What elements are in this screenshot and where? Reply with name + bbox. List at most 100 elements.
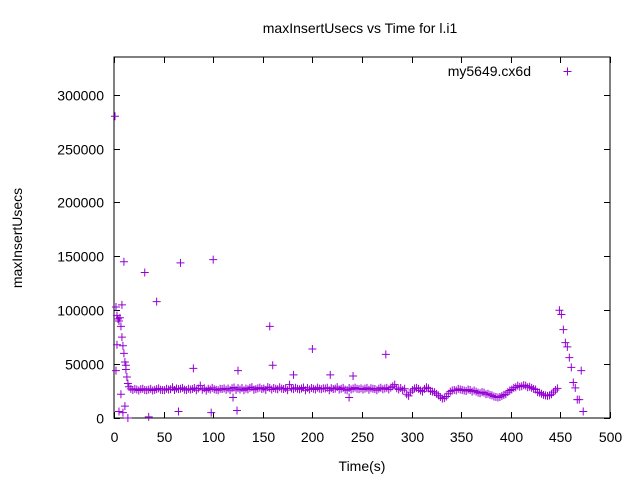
- data-point: [119, 257, 128, 266]
- data-point: [400, 384, 409, 393]
- data-point: [380, 384, 389, 393]
- data-point: [337, 384, 346, 393]
- data-point: [351, 383, 360, 392]
- data-point: [268, 361, 277, 370]
- data-point: [509, 383, 518, 392]
- data-point: [118, 341, 127, 350]
- data-point: [454, 384, 463, 393]
- data-point: [114, 317, 123, 326]
- data-point: [561, 338, 570, 347]
- data-point: [497, 391, 506, 400]
- data-point: [364, 385, 373, 394]
- data-point: [234, 366, 242, 375]
- x-tick-label: 200: [301, 429, 325, 445]
- data-point: [430, 388, 439, 397]
- data-point: [529, 384, 538, 393]
- data-point: [452, 386, 461, 395]
- data-point: [545, 391, 554, 400]
- data-point: [123, 379, 132, 388]
- data-point: [116, 322, 125, 331]
- data-point: [162, 384, 171, 393]
- data-point: [438, 394, 447, 403]
- data-point: [113, 314, 122, 323]
- data-point: [119, 349, 128, 358]
- data-point: [245, 383, 254, 392]
- data-point: [553, 384, 562, 393]
- data-point: [404, 391, 413, 400]
- data-point: [537, 389, 546, 398]
- data-point: [478, 388, 487, 397]
- x-tick-label: 350: [450, 429, 474, 445]
- data-point: [485, 390, 494, 399]
- data-point: [218, 385, 227, 394]
- data-point: [440, 394, 449, 403]
- data-point: [366, 384, 375, 393]
- y-tick-label: 250000: [57, 142, 104, 158]
- y-tick-label: 200000: [57, 195, 104, 211]
- data-point: [464, 385, 473, 394]
- data-point: [208, 383, 217, 392]
- y-axis-label: maxInsertUsecs: [9, 188, 25, 288]
- data-point: [458, 385, 467, 394]
- data-point: [483, 389, 492, 398]
- data-point: [551, 385, 560, 394]
- x-tick-label: 100: [202, 429, 226, 445]
- data-point: [402, 390, 411, 399]
- x-tick-label: 450: [549, 429, 573, 445]
- data-point: [122, 373, 131, 382]
- data-point: [482, 390, 490, 399]
- data-point: [313, 383, 322, 392]
- data-point: [233, 406, 242, 415]
- data-point: [535, 388, 544, 397]
- data-point: [174, 407, 183, 416]
- data-point: [462, 387, 471, 396]
- data-point: [519, 381, 528, 390]
- data-point: [489, 392, 498, 401]
- data-point: [495, 392, 504, 401]
- data-point: [112, 340, 121, 349]
- data-point: [577, 366, 586, 375]
- data-point: [207, 408, 216, 417]
- data-point: [285, 380, 294, 389]
- data-point: [120, 357, 129, 366]
- chart-title: maxInsertUsecs vs Time for l.i1: [263, 20, 458, 36]
- data-point: [394, 385, 403, 394]
- data-point: [214, 386, 223, 395]
- data-point: [170, 385, 179, 394]
- data-point: [517, 382, 526, 391]
- y-tick-label: 0: [96, 411, 104, 427]
- data-point: [472, 387, 481, 396]
- data-point: [275, 383, 284, 392]
- data-point: [515, 382, 524, 391]
- data-point: [326, 370, 335, 379]
- data-point: [349, 371, 358, 380]
- data-point: [428, 387, 437, 396]
- x-tick-label: 300: [401, 429, 425, 445]
- data-point: [317, 385, 326, 394]
- data-point: [347, 385, 356, 394]
- data-point: [241, 384, 250, 393]
- data-point: [525, 382, 534, 391]
- data-point: [295, 385, 304, 394]
- data-point: [513, 381, 522, 390]
- data-point: [575, 395, 584, 404]
- data-point: [134, 386, 143, 395]
- data-point: [198, 385, 207, 394]
- x-tick-label: 500: [599, 429, 623, 445]
- legend-marker: [563, 67, 572, 76]
- data-point: [229, 393, 238, 402]
- data-point: [523, 383, 532, 392]
- data-point: [297, 384, 306, 393]
- data-point: [140, 268, 149, 277]
- y-tick-label: 100000: [57, 303, 104, 319]
- data-point: [567, 363, 576, 372]
- data-point: [176, 384, 185, 393]
- plot-border: [113, 56, 611, 419]
- data-point: [189, 364, 198, 373]
- data-point: [446, 387, 455, 396]
- data-point: [123, 414, 132, 422]
- data-point: [555, 306, 564, 315]
- data-point: [117, 333, 126, 342]
- data-point: [416, 386, 425, 395]
